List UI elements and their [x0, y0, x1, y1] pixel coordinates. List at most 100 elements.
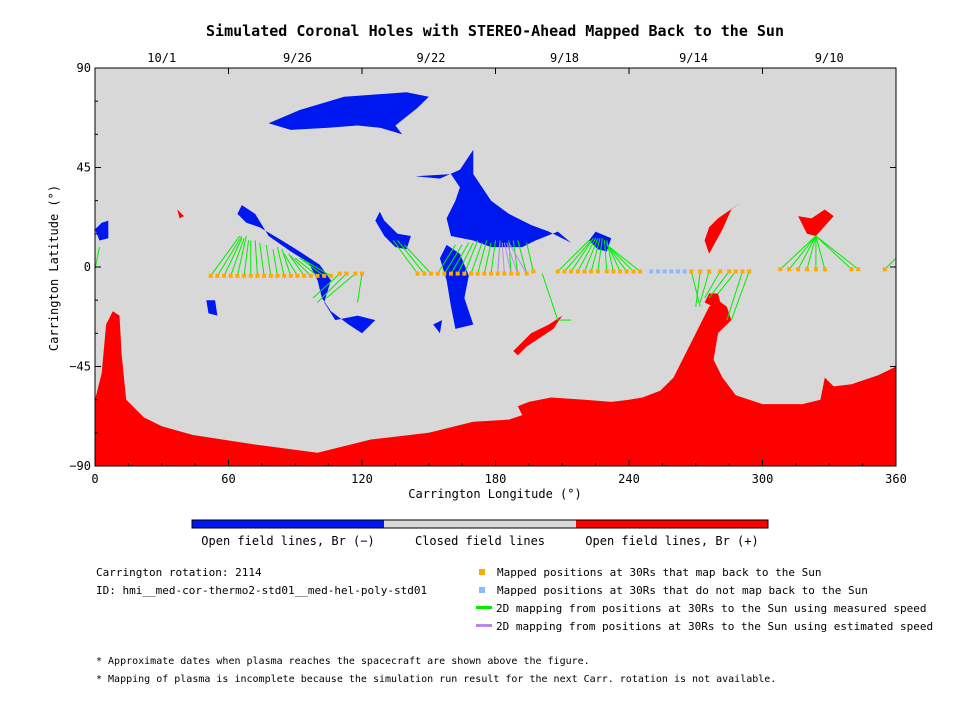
- measured-mapping-line: [326, 273, 356, 299]
- measured-mapping-line: [730, 271, 750, 321]
- mapped-point: [589, 269, 594, 274]
- unmapped-points: [649, 269, 687, 274]
- x-tick-label: 120: [351, 472, 373, 486]
- x-axis: 0 60 120 180 240 300 360: [91, 68, 907, 486]
- measured-mapping-line: [606, 244, 634, 272]
- mapped-point: [707, 269, 712, 274]
- unmapped-point: [682, 269, 687, 274]
- measured-mapping-line: [463, 240, 479, 274]
- footnote: * Approximate dates when plasma reaches …: [96, 656, 590, 667]
- y-axis-label: Carrington Latitude (°): [47, 185, 61, 351]
- mapped-point: [322, 273, 327, 278]
- x-tick-label: 360: [885, 472, 907, 486]
- y-tick-label: 45: [77, 161, 91, 175]
- legend-label: 2D mapping from positions at 30Rs to the…: [496, 620, 934, 633]
- negative-region: [589, 231, 612, 252]
- measured-mapping-line: [526, 242, 534, 272]
- x-tick-label: 60: [221, 472, 235, 486]
- mapped-point: [262, 273, 267, 278]
- estimated-mapping-line: [501, 242, 505, 274]
- mapped-point: [442, 271, 447, 276]
- legend: Mapped positions at 30Rs that map back t…: [476, 566, 933, 638]
- measured-mapping-line: [606, 244, 641, 272]
- top-date-label: 9/14: [679, 51, 708, 65]
- measured-mapping-line: [392, 240, 419, 274]
- mapped-point: [302, 273, 307, 278]
- measured-mapping-lines: [94, 235, 897, 321]
- measured-mapping-line: [457, 242, 474, 274]
- mapped-point: [805, 267, 809, 272]
- mapped-point: [344, 271, 349, 276]
- positive-open-regions: [95, 202, 896, 466]
- measured-mapping-line: [577, 238, 597, 272]
- measured-mapping-line: [317, 273, 347, 303]
- y-tick-label: 0: [84, 260, 91, 274]
- legend-item: Mapped positions at 30Rs that do not map…: [476, 584, 933, 602]
- mapped-point: [482, 271, 487, 276]
- negative-region: [95, 220, 109, 241]
- colorbar-segment: [192, 520, 384, 528]
- mapped-point: [813, 267, 818, 272]
- run-id: ID: hmi__med-cor-thermo2-std01__med-hel-…: [96, 584, 428, 597]
- mapped-point: [796, 267, 801, 272]
- measured-mapping-line: [283, 253, 298, 277]
- measured-mapping-line: [690, 271, 701, 307]
- mapped-point: [502, 271, 507, 276]
- positive-region: [704, 202, 741, 254]
- mapped-point: [689, 269, 694, 274]
- estimated-mapping-lines: [497, 242, 528, 274]
- mapped-point: [575, 269, 580, 274]
- measured-mapping-line: [216, 235, 243, 277]
- measured-mapping-line: [584, 238, 599, 272]
- mapped-point: [422, 271, 427, 276]
- measured-mapping-line: [243, 240, 250, 276]
- measured-mapping-line: [94, 247, 100, 270]
- measured-mapping-line: [254, 240, 258, 276]
- measured-mapping-line: [357, 273, 363, 303]
- map-area: [94, 67, 897, 467]
- estimated-mapping-line: [506, 242, 519, 274]
- legend-swatch-estimated: [476, 624, 492, 627]
- carrington-rotation: Carrington rotation: 2114: [96, 566, 262, 579]
- mapped-point: [275, 273, 280, 278]
- mapped-point: [495, 271, 500, 276]
- y-axis: 90 45 0 −45 −90: [69, 61, 896, 473]
- measured-mapping-line: [290, 255, 312, 277]
- top-date-label: 9/26: [283, 51, 312, 65]
- measured-mapping-line: [210, 235, 241, 277]
- legend-swatch-mapped: [479, 569, 485, 575]
- negative-region: [415, 149, 572, 248]
- measured-mapping-line: [272, 249, 278, 276]
- measured-mapping-line: [443, 244, 463, 274]
- measured-mapping-line: [604, 240, 608, 272]
- legend-swatch-measured: [476, 606, 492, 609]
- measured-mapping-line: [726, 271, 743, 321]
- measured-mapping-line: [508, 240, 512, 274]
- y-tick-label: −90: [69, 459, 91, 473]
- measured-mapping-line: [788, 235, 817, 270]
- colorbar-segment: [384, 520, 576, 528]
- x-tick-label: 180: [485, 472, 507, 486]
- legend-item: Mapped positions at 30Rs that map back t…: [476, 566, 933, 584]
- positive-region: [798, 209, 834, 236]
- measured-mapping-line: [699, 271, 710, 303]
- top-date-axis: 10/1 9/26 9/22 9/18 9/14 9/10: [147, 51, 843, 65]
- mapped-point: [455, 271, 460, 276]
- mapped-point: [360, 271, 364, 276]
- colorbar: Open field lines, Br (−) Closed field lin…: [191, 519, 769, 548]
- mapped-point: [449, 271, 453, 276]
- negative-region: [433, 320, 443, 334]
- mapped-point: [569, 269, 574, 274]
- measured-mapping-line: [779, 235, 817, 270]
- mapped-point: [778, 267, 783, 272]
- x-tick-label: 0: [91, 472, 98, 486]
- mapped-point: [638, 269, 643, 274]
- mapped-point: [469, 271, 474, 276]
- x-axis-label: Carrington Longitude (°): [408, 487, 581, 501]
- positive-region: [177, 209, 184, 219]
- mapped-point: [531, 269, 536, 274]
- mapped-point: [415, 271, 420, 276]
- mapped-point: [208, 273, 213, 278]
- unmapped-point: [649, 269, 654, 274]
